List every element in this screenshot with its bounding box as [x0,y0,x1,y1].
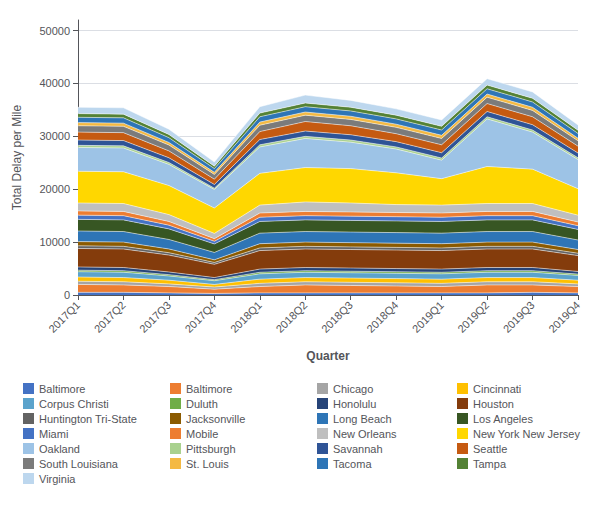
svg-text:Long Beach: Long Beach [333,413,392,425]
svg-text:2018Q2: 2018Q2 [273,299,309,335]
svg-text:40000: 40000 [39,77,70,89]
svg-text:Tampa: Tampa [473,458,507,470]
svg-text:Savannah: Savannah [333,443,383,455]
svg-text:Total Delay per Mile: Total Delay per Mile [10,104,24,210]
svg-text:Houston: Houston [473,398,514,410]
svg-text:2017Q1: 2017Q1 [46,299,82,335]
svg-text:10000: 10000 [39,236,70,248]
svg-text:2019Q4: 2019Q4 [546,299,582,335]
svg-text:2018Q1: 2018Q1 [228,299,264,335]
svg-text:2017Q2: 2017Q2 [92,299,128,335]
svg-text:0: 0 [64,289,70,301]
svg-text:Duluth: Duluth [186,398,218,410]
svg-text:New York New Jersey: New York New Jersey [473,428,580,440]
svg-text:2019Q3: 2019Q3 [501,299,537,335]
svg-text:Los Angeles: Los Angeles [473,413,533,425]
svg-text:2017Q4: 2017Q4 [182,299,218,335]
svg-text:Baltimore: Baltimore [39,383,85,395]
svg-text:2018Q3: 2018Q3 [319,299,355,335]
svg-text:2017Q3: 2017Q3 [137,299,173,335]
svg-text:30000: 30000 [39,130,70,142]
svg-text:2019Q1: 2019Q1 [410,299,446,335]
svg-text:Quarter: Quarter [306,349,350,363]
svg-text:Mobile: Mobile [186,428,218,440]
svg-text:Miami: Miami [39,428,68,440]
svg-text:Honolulu: Honolulu [333,398,376,410]
svg-text:St. Louis: St. Louis [186,458,229,470]
svg-text:Seattle: Seattle [473,443,507,455]
svg-text:Baltimore: Baltimore [186,383,232,395]
svg-text:Cincinnati: Cincinnati [473,383,521,395]
svg-text:2018Q4: 2018Q4 [364,299,400,335]
svg-text:Jacksonville: Jacksonville [186,413,245,425]
svg-text:Virginia: Virginia [39,473,76,485]
svg-text:South Louisiana: South Louisiana [39,458,119,470]
svg-text:Tacoma: Tacoma [333,458,372,470]
svg-text:Huntington Tri-State: Huntington Tri-State [39,413,137,425]
svg-text:Oakland: Oakland [39,443,80,455]
svg-text:20000: 20000 [39,183,70,195]
svg-text:Corpus Christi: Corpus Christi [39,398,109,410]
svg-text:2019Q2: 2019Q2 [455,299,491,335]
svg-text:Chicago: Chicago [333,383,373,395]
svg-text:50000: 50000 [39,25,70,37]
svg-text:New Orleans: New Orleans [333,428,397,440]
svg-text:Pittsburgh: Pittsburgh [186,443,236,455]
